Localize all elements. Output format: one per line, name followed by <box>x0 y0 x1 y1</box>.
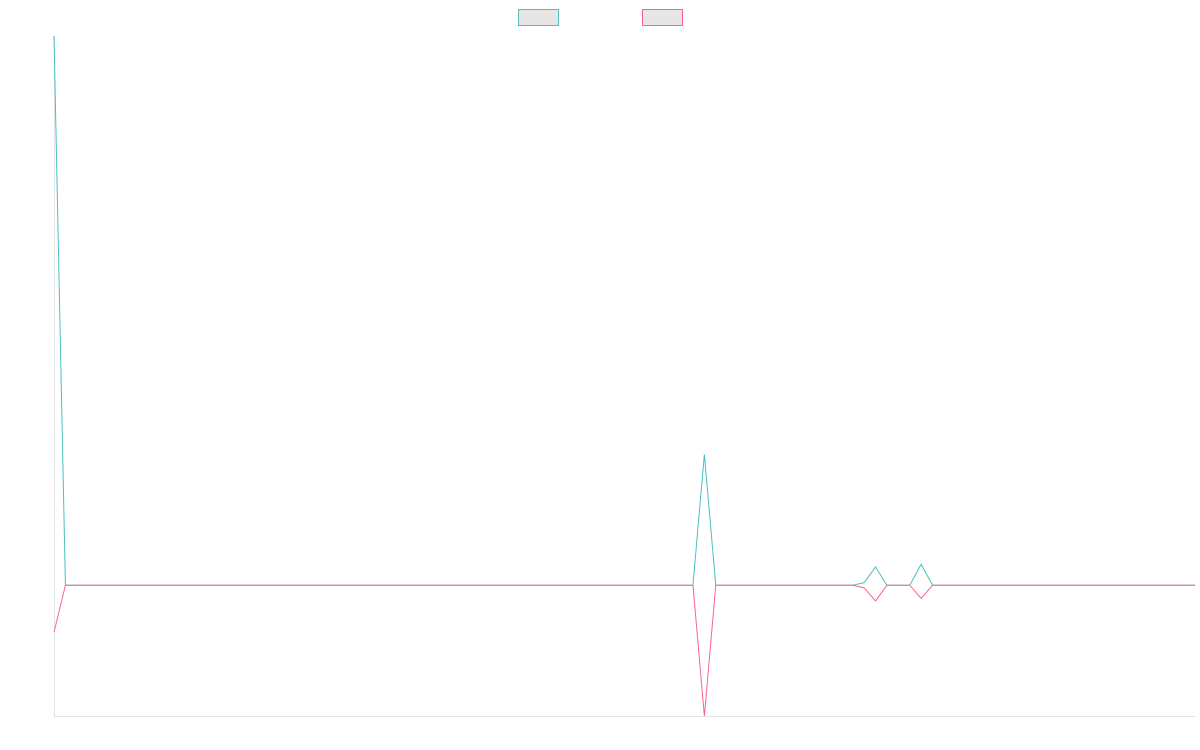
series-group <box>53 35 1195 717</box>
legend-item-2[interactable] <box>642 9 683 26</box>
legend[interactable] <box>518 9 683 26</box>
series-line-1[interactable] <box>53 35 1195 586</box>
legend-swatch-1 <box>518 9 559 26</box>
axes <box>54 36 1195 717</box>
legend-item-1[interactable] <box>518 9 559 26</box>
legend-swatch-2 <box>642 9 683 26</box>
series-line-2[interactable] <box>53 584 1195 717</box>
